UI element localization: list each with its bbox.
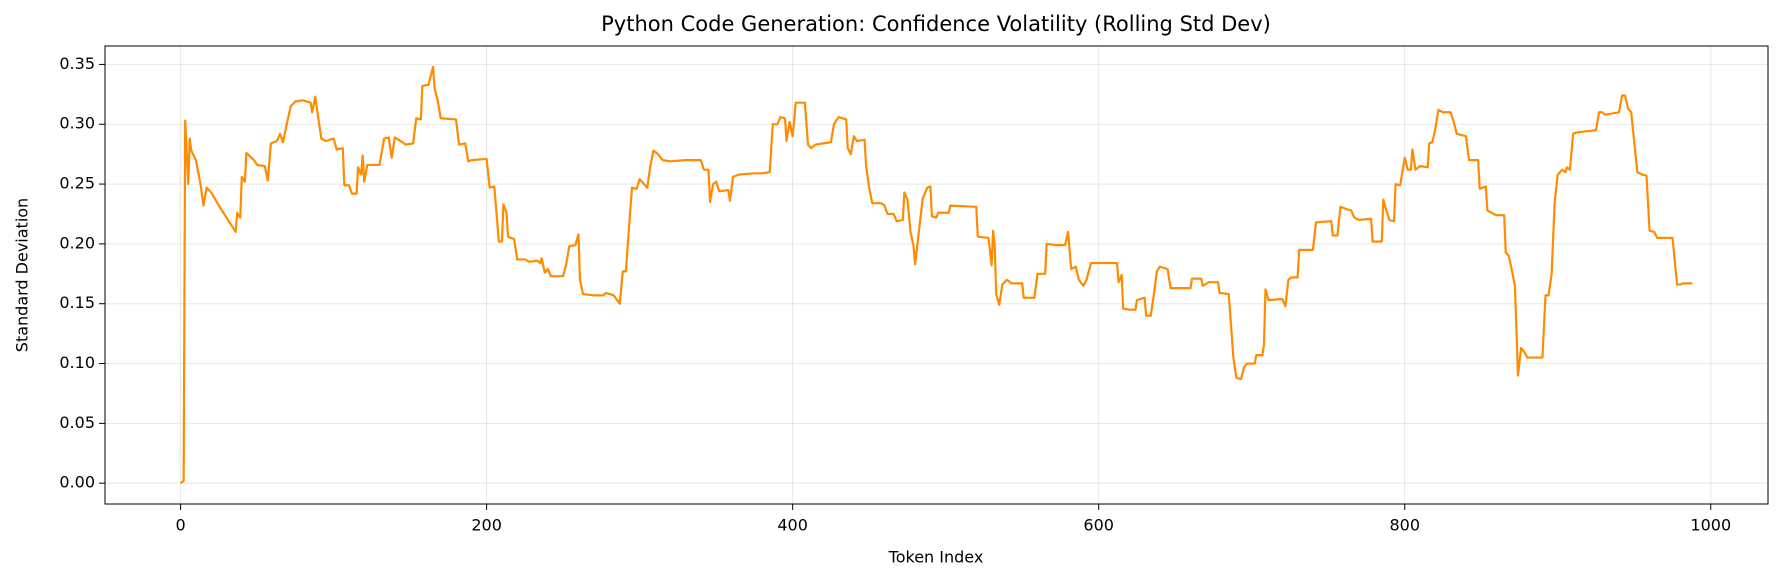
chart-title: Python Code Generation: Confidence Volat…	[601, 12, 1271, 36]
x-tick-label: 400	[777, 516, 808, 535]
y-axis-label: Standard Deviation	[13, 198, 32, 352]
x-axis-label: Token Index	[888, 548, 984, 567]
y-tick-label: 0.05	[59, 413, 95, 432]
x-tick-label: 600	[1083, 516, 1114, 535]
x-tick-label: 1000	[1690, 516, 1731, 535]
plot-frame	[104, 45, 1769, 505]
y-tick-label: 0.10	[59, 353, 95, 372]
y-tick-label: 0.30	[59, 114, 95, 133]
y-tick-label: 0.20	[59, 233, 95, 252]
data-line	[179, 65, 1693, 485]
y-tick-label: 0.25	[59, 174, 95, 193]
y-tick-label: 0.15	[59, 293, 95, 312]
x-tick-label: 800	[1389, 516, 1420, 535]
x-tick-label: 0	[175, 516, 185, 535]
x-tick-label: 200	[471, 516, 502, 535]
y-tick-label: 0.00	[59, 473, 95, 492]
y-tick-label: 0.35	[59, 54, 95, 73]
